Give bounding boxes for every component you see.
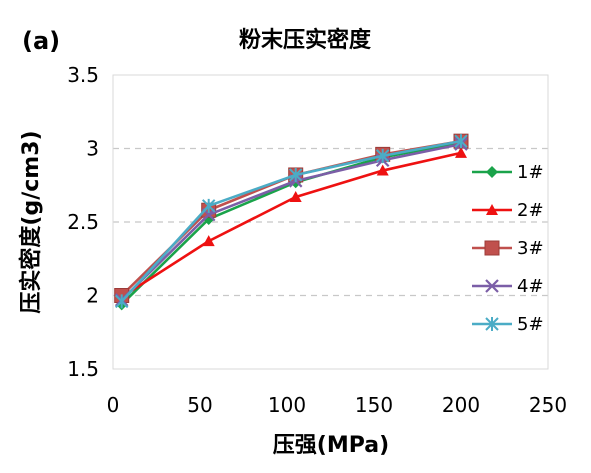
series-group (114, 133, 469, 311)
data-point (485, 279, 499, 293)
legend-item: 5# (472, 314, 544, 335)
legend-item: 1# (472, 162, 544, 183)
data-point (486, 204, 498, 215)
series-5 (114, 134, 468, 309)
legend-item: 3# (472, 238, 544, 259)
data-point (289, 191, 302, 203)
y-tick-label: 3.5 (67, 63, 99, 87)
legend-label: 2# (517, 200, 544, 221)
plot-area (112, 74, 549, 370)
x-tick-label: 50 (187, 393, 212, 417)
legend-label: 4# (517, 276, 544, 297)
series-3 (114, 133, 469, 303)
data-point (114, 294, 129, 309)
data-point (288, 167, 303, 182)
data-point (454, 134, 468, 149)
y-tick-label: 3 (86, 137, 99, 161)
y-tick-label: 2 (86, 284, 99, 308)
panel-label: (a) (22, 27, 60, 55)
data-point (485, 317, 499, 331)
x-tick-label: 250 (529, 393, 567, 417)
data-point (376, 164, 389, 176)
y-axis-title: 压实密度(g/cm3) (18, 130, 44, 313)
data-point (484, 240, 500, 256)
x-axis-title: 压强(MPa) (273, 433, 389, 458)
data-point (486, 166, 498, 178)
legend-item: 2# (472, 200, 544, 221)
data-point (202, 235, 215, 247)
legend-item: 4# (472, 276, 544, 297)
chart-title: 粉末压实密度 (239, 27, 372, 53)
legend: 1# 2# 3# 4# 5# (472, 162, 544, 335)
series-line (120, 141, 462, 306)
x-tick-label: 150 (355, 393, 393, 417)
legend-label: 5# (517, 314, 544, 335)
x-tick-label: 0 (107, 393, 120, 417)
y-tick-label: 2.5 (67, 210, 99, 234)
gridlines (113, 147, 548, 297)
data-point (375, 148, 390, 163)
x-axis-ticks: 0 50 100 150 200 250 (107, 393, 567, 417)
data-point (455, 146, 467, 158)
data-point (201, 198, 216, 213)
y-axis-ticks: 1.5 2 2.5 3 3.5 (67, 63, 99, 381)
legend-label: 1# (517, 162, 544, 183)
legend-label: 3# (517, 238, 544, 259)
x-tick-label: 200 (442, 393, 480, 417)
x-tick-label: 100 (268, 393, 306, 417)
y-tick-label: 1.5 (67, 357, 99, 381)
